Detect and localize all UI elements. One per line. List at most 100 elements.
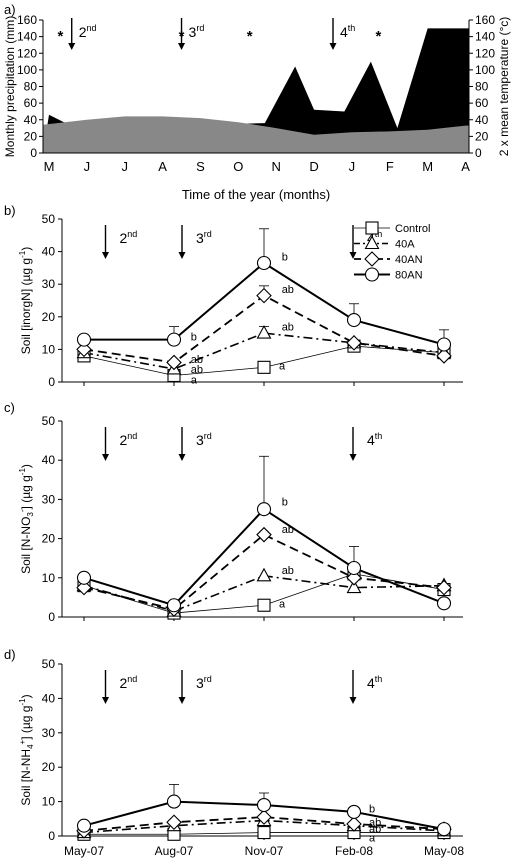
- application-label-2: 3rd: [196, 431, 212, 448]
- y-axis-title-sup: -1: [18, 468, 27, 476]
- series-line-40A: [83, 819, 445, 834]
- series-line-80AN: [83, 507, 445, 607]
- point-40A: [346, 579, 362, 594]
- significance-letter: a: [279, 361, 286, 373]
- y-axis-title-right: 2 x mean temperature (°c): [497, 17, 511, 157]
- application-label-3-num: 4: [367, 432, 375, 448]
- significance-letter: ab: [282, 565, 294, 577]
- application-label-2-num: 3: [196, 675, 204, 691]
- x-tick-label: Nov-07: [245, 844, 284, 858]
- point-80AN: [436, 337, 452, 352]
- point-80AN: [76, 818, 92, 833]
- application-label-a-2: 3rd: [189, 23, 205, 40]
- y-tick-label-left: 80: [24, 80, 38, 94]
- application-label-1-num: 2: [120, 230, 128, 246]
- point-80AN: [346, 560, 362, 576]
- x-tick-label-month: J: [121, 159, 128, 174]
- significance-asterisk: *: [247, 28, 253, 45]
- significance-letter: ab: [282, 284, 294, 296]
- point-40AN: [256, 287, 272, 304]
- precipitation-area: [43, 28, 469, 153]
- y-axis-title-left: Monthly precipitation (mm): [3, 16, 17, 157]
- x-tick-label-month: J: [349, 159, 356, 174]
- temperature-area: [43, 116, 469, 153]
- point-80AN: [166, 332, 182, 347]
- application-label-3-num: 4: [367, 675, 375, 691]
- application-label-2: 3rd: [196, 229, 212, 246]
- y-tick-label-right: 40: [475, 113, 489, 127]
- significance-letter: ab: [369, 823, 381, 835]
- x-tick-label-month: D: [309, 159, 318, 174]
- point-80AN: [256, 502, 272, 517]
- application-label-2-suffix: rd: [204, 229, 212, 239]
- y-axis-title-sub: 3: [26, 512, 35, 517]
- y-axis-title-end: ): [19, 694, 33, 698]
- point-80AN: [166, 794, 182, 809]
- significance-letter: b: [282, 496, 288, 508]
- point-Control: [257, 360, 271, 374]
- application-arrow-2-head: [178, 454, 186, 461]
- y-axis-title-text: Soil [N-NH: [19, 749, 33, 806]
- significance-asterisk: *: [57, 28, 63, 45]
- x-tick-label-month: O: [233, 159, 243, 174]
- y-tick-label-left: 60: [24, 96, 38, 110]
- y-axis-title-sup1: +: [18, 739, 27, 744]
- y-tick-label: 40: [42, 453, 56, 467]
- legend-label-40A: 40A: [395, 239, 415, 251]
- point-80AN: [256, 797, 272, 813]
- y-tick-label: 50: [42, 657, 56, 671]
- y-tick-label: 50: [42, 212, 56, 226]
- application-arrow-a-2-head: [178, 43, 186, 50]
- significance-letter: ab: [282, 524, 294, 536]
- y-tick-label-left: 120: [17, 46, 37, 60]
- panel-a-precipitation-temperature: a) 0 0 20 20 40 40 60 60 80 80 100 100 120 120 140 140 16…: [3, 2, 511, 202]
- significance-asterisk: *: [376, 28, 382, 45]
- point-40AN: [436, 348, 452, 364]
- y-tick-label: 10: [42, 342, 56, 356]
- significance-letter: b: [191, 331, 197, 343]
- x-tick-label-month: M: [422, 159, 433, 174]
- y-tick-label: 0: [48, 829, 55, 843]
- application-label-a-3: 4th: [340, 23, 355, 40]
- panel-c-label: c): [4, 400, 15, 415]
- y-axis-title-sup1: -: [18, 509, 27, 512]
- point-80AN: [256, 255, 272, 271]
- legend-marker-Control: [365, 221, 379, 235]
- y-tick-label-left: 100: [17, 63, 37, 77]
- point-Control: [257, 598, 271, 612]
- point-40AN: [166, 814, 182, 831]
- y-tick-label: 40: [42, 691, 56, 705]
- significance-letter: ab: [282, 322, 294, 334]
- x-tick-label-month: S: [196, 159, 205, 174]
- significance-letter: ab: [191, 364, 203, 376]
- y-tick-label: 0: [48, 610, 55, 624]
- y-tick-label: 50: [42, 414, 56, 428]
- x-tick-label-month: J: [84, 159, 91, 174]
- y-tick-label: 40: [42, 245, 56, 259]
- y-tick-label-left: 160: [17, 13, 37, 27]
- significance-asterisk: *: [459, 28, 465, 45]
- point-40AN: [436, 579, 452, 596]
- y-axis-title-sub: 4: [26, 744, 35, 749]
- application-label-3-suffix: th: [375, 431, 383, 441]
- significance-letter: ab: [369, 817, 381, 829]
- point-40A: [256, 324, 272, 339]
- application-arrow-a-1-head: [68, 43, 76, 50]
- point-Control: [257, 826, 271, 840]
- application-label-a-2-num: 3: [189, 24, 197, 40]
- y-axis-title-end: ): [19, 247, 33, 251]
- y-tick-label-right: 160: [475, 13, 495, 27]
- legend-marker-40A: [364, 235, 380, 250]
- y-tick-label: 0: [48, 375, 55, 389]
- point-40AN: [166, 354, 182, 371]
- significance-letter: b: [282, 251, 288, 263]
- x-tick-label-month: F: [386, 159, 394, 174]
- y-axis-title: Soil [N-NO3-] (µg g-1): [18, 464, 35, 574]
- y-tick-label-right: 0: [475, 146, 482, 160]
- application-arrow-3-head: [349, 697, 357, 704]
- significance-letter: a: [369, 833, 376, 845]
- point-40AN: [256, 809, 272, 825]
- application-label-1-suffix: nd: [127, 229, 137, 239]
- y-tick-label-right: 140: [475, 30, 495, 44]
